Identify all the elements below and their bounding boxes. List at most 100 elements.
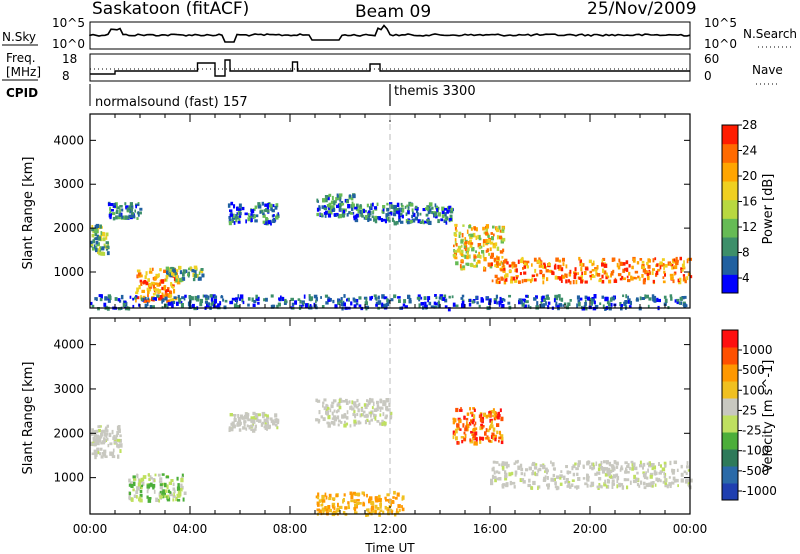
scatter-cell — [474, 421, 477, 425]
scatter-cell — [257, 202, 261, 206]
scatter-cell — [373, 415, 376, 419]
scatter-cell — [610, 302, 613, 307]
scatter-cell — [490, 420, 494, 424]
scatter-cell — [325, 197, 328, 203]
scatter-cell — [426, 218, 429, 223]
scatter-cell — [492, 408, 495, 412]
scatter-cell — [369, 397, 371, 402]
scatter-cell — [99, 298, 103, 302]
scatter-cell — [130, 497, 134, 502]
scatter-cell — [228, 427, 231, 433]
scatter-cell — [373, 206, 377, 210]
scatter-cell — [372, 210, 375, 214]
scatter-cell — [427, 299, 430, 303]
scatter-cell — [352, 297, 355, 301]
scatter-cell — [185, 269, 188, 274]
scatter-cell — [362, 413, 365, 416]
scatter-cell — [351, 197, 354, 201]
scatter-cell — [507, 301, 511, 305]
scatter-cell — [182, 269, 186, 274]
scatter-cell — [347, 501, 350, 505]
scatter-cell — [411, 218, 416, 223]
scatter-cell — [156, 282, 160, 287]
scatter-cell — [405, 219, 409, 223]
scatter-cell — [462, 224, 465, 227]
scatter-cell — [130, 484, 134, 488]
scatter-cell — [640, 480, 643, 485]
scatter-cell — [644, 277, 646, 282]
scatter-cell — [535, 273, 539, 277]
scatter-cell — [267, 203, 271, 206]
scatter-cell — [380, 218, 383, 223]
scatter-cell — [237, 414, 240, 418]
scatter-cell — [351, 203, 354, 209]
scatter-cell — [353, 506, 357, 512]
scatter-cell — [91, 452, 95, 456]
scatter-cell — [599, 484, 602, 488]
scatter-cell — [103, 449, 107, 454]
scatter-cell — [262, 214, 266, 218]
scatter-cell — [498, 436, 502, 440]
scatter-cell — [397, 210, 401, 215]
scatter-cell — [117, 425, 121, 430]
scatter-cell — [102, 237, 106, 242]
scatter-cell — [552, 473, 556, 478]
scatter-cell — [502, 262, 505, 267]
scatter-cell — [325, 506, 328, 509]
scatter-cell — [498, 477, 502, 481]
scatter-cell — [520, 300, 523, 305]
scatter-cell — [604, 473, 608, 477]
scatter-cell — [592, 275, 596, 278]
scatter-cell — [622, 294, 625, 298]
scatter-cell — [478, 414, 482, 418]
velocity-y-axis-label: Slant Range [km] — [21, 362, 36, 475]
scatter-cell — [387, 212, 391, 217]
scatter-cell — [309, 304, 312, 307]
scatter-cell — [364, 209, 367, 213]
scatter-cell — [116, 443, 119, 448]
scatter-cell — [377, 295, 380, 300]
scatter-cell — [267, 220, 271, 225]
scatter-cell — [664, 472, 667, 477]
scatter-cell — [345, 422, 349, 426]
scatter-cell — [161, 473, 165, 476]
scatter-cell — [584, 280, 588, 284]
scatter-cell — [167, 293, 171, 298]
scatter-cell — [684, 295, 687, 299]
scatter-cell — [308, 294, 311, 298]
colorbar-tick-label: -1000 — [742, 484, 777, 498]
scatter-cell — [610, 271, 614, 276]
scatter-cell — [354, 499, 357, 503]
scatter-cell — [148, 282, 152, 287]
cpid-label: CPID — [6, 86, 38, 100]
scatter-cell — [149, 267, 152, 271]
scatter-cell — [104, 455, 108, 459]
scatter-cell — [142, 481, 145, 486]
scatter-cell — [238, 208, 242, 212]
scatter-cell — [349, 212, 354, 215]
scatter-cell — [238, 218, 241, 222]
scatter-cell — [608, 474, 613, 479]
scatter-cell — [169, 491, 172, 494]
scatter-cell — [320, 296, 322, 299]
scatter-cell — [619, 261, 624, 266]
scatter-cell — [95, 223, 100, 229]
scatter-cell — [452, 430, 456, 435]
scatter-cell — [357, 420, 361, 425]
scatter-cell — [160, 279, 165, 284]
scatter-cell — [470, 420, 473, 423]
scatter-cell — [535, 295, 538, 299]
scatter-cell — [616, 484, 619, 489]
scatter-cell — [159, 477, 163, 481]
scatter-cell — [370, 410, 374, 415]
scatter-cell — [368, 218, 372, 221]
scatter-cell — [90, 243, 94, 247]
cpid-row: CPID normalsound (fast) 157 themis 3300 — [6, 84, 476, 110]
scatter-cell — [542, 273, 545, 278]
scatter-cell — [108, 213, 112, 218]
scatter-cell — [212, 304, 215, 308]
scatter-cell — [94, 453, 98, 457]
scatter-cell — [253, 214, 256, 219]
scatter-cell — [178, 266, 182, 270]
scatter-cell — [662, 480, 666, 484]
